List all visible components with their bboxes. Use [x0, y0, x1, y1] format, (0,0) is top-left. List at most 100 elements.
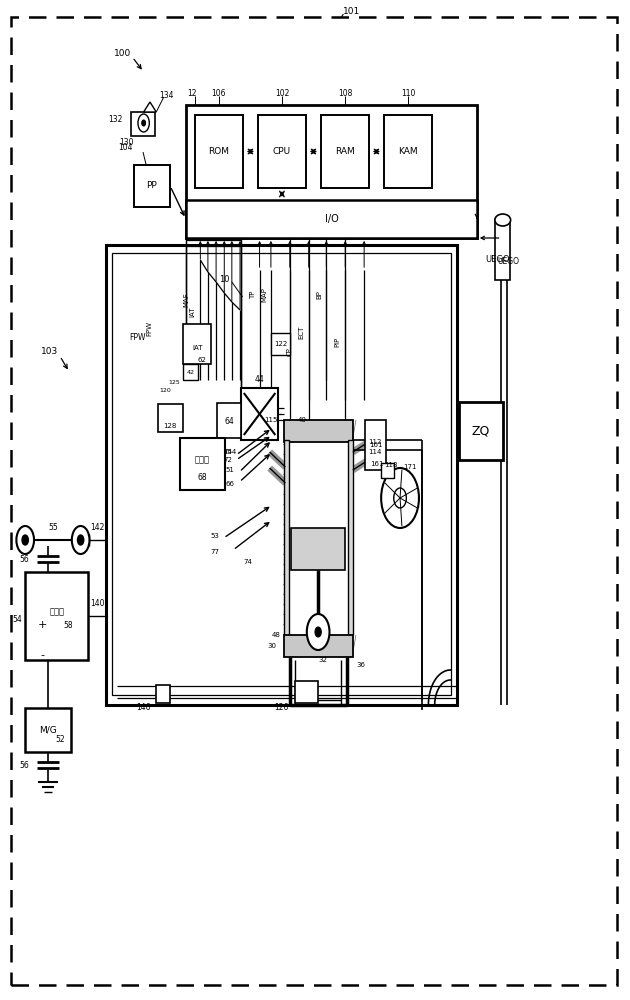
Bar [156, 685, 170, 703]
Text: FPW: FPW [130, 334, 146, 342]
Bar [348, 440, 353, 635]
Text: 110: 110 [401, 89, 415, 98]
Text: 36: 36 [356, 662, 365, 668]
Text: 62: 62 [197, 357, 206, 363]
Circle shape [394, 488, 406, 508]
Text: 32: 32 [318, 657, 327, 663]
Text: 54: 54 [13, 615, 23, 624]
Text: PIP: PIP [334, 337, 340, 347]
Polygon shape [144, 102, 156, 112]
Text: 112: 112 [369, 439, 382, 445]
Text: 104: 104 [118, 142, 132, 151]
Text: 58: 58 [63, 621, 73, 631]
Text: 74: 74 [243, 559, 252, 565]
Text: 115: 115 [264, 417, 277, 423]
Text: I/O: I/O [324, 214, 338, 224]
Bar [384, 115, 432, 188]
Bar [183, 364, 198, 380]
Bar [295, 681, 318, 703]
Text: 108: 108 [338, 89, 352, 98]
Bar [217, 403, 241, 438]
Text: 106: 106 [212, 89, 226, 98]
Text: 103: 103 [41, 348, 58, 357]
Bar [381, 463, 394, 478]
Text: 100: 100 [114, 48, 132, 57]
Text: MAP: MAP [261, 288, 267, 302]
Text: ZQ: ZQ [471, 424, 490, 437]
Text: FPW: FPW [146, 320, 152, 336]
Circle shape [307, 614, 329, 650]
Bar [459, 402, 503, 460]
Text: KAM: KAM [398, 147, 418, 156]
Text: 66: 66 [226, 481, 234, 487]
Text: 122: 122 [273, 341, 287, 347]
Bar [495, 220, 510, 280]
Text: 56: 56 [19, 760, 29, 770]
Text: 102: 102 [275, 89, 289, 98]
Text: 171: 171 [403, 464, 416, 470]
Text: 12: 12 [187, 89, 197, 98]
Text: 53: 53 [210, 533, 219, 539]
Bar [158, 404, 183, 432]
Text: 134: 134 [159, 91, 175, 100]
Text: 130: 130 [119, 138, 134, 147]
Bar [112, 253, 451, 695]
Bar [284, 440, 289, 635]
Text: CPU: CPU [273, 147, 291, 156]
Text: MAF: MAF [183, 293, 189, 307]
Text: 10: 10 [219, 275, 230, 284]
Text: 161: 161 [369, 442, 382, 448]
Bar [186, 200, 477, 238]
Text: 140: 140 [90, 599, 105, 608]
Text: ROM: ROM [209, 147, 229, 156]
Text: 142: 142 [91, 524, 105, 532]
Text: 42: 42 [186, 369, 194, 374]
Text: IAT: IAT [192, 345, 202, 351]
Text: CP: CP [287, 348, 293, 356]
Text: 128: 128 [163, 423, 177, 429]
Bar [25, 572, 88, 660]
Circle shape [142, 120, 146, 126]
Text: ECT: ECT [298, 325, 304, 339]
Text: 52: 52 [55, 736, 66, 744]
Text: 161: 161 [370, 461, 384, 467]
Text: 51: 51 [226, 467, 234, 473]
Text: RAM: RAM [335, 147, 355, 156]
Circle shape [138, 114, 149, 132]
Text: 55: 55 [48, 524, 58, 532]
Text: 114: 114 [369, 449, 382, 455]
Text: 75: 75 [223, 449, 232, 455]
Bar [186, 105, 477, 238]
Text: 40: 40 [298, 417, 307, 423]
Text: 101: 101 [343, 7, 360, 16]
Text: +: + [38, 620, 47, 630]
Bar [321, 115, 369, 188]
Text: 48: 48 [272, 632, 280, 638]
Circle shape [16, 526, 34, 554]
Text: 72: 72 [223, 457, 232, 463]
Bar [134, 165, 170, 207]
Text: BP: BP [316, 291, 323, 299]
Circle shape [77, 535, 84, 545]
Bar [258, 115, 306, 188]
Text: 132: 132 [108, 115, 122, 124]
Bar [284, 635, 353, 657]
Bar [365, 420, 386, 470]
Text: 144: 144 [223, 449, 237, 455]
Bar [131, 112, 155, 136]
Text: 64: 64 [224, 416, 234, 426]
Bar [195, 115, 243, 188]
Text: 56: 56 [19, 554, 29, 564]
Text: UEGO: UEGO [486, 255, 510, 264]
Bar [289, 440, 348, 635]
Text: 126: 126 [274, 704, 289, 712]
Bar [183, 324, 211, 364]
Ellipse shape [495, 214, 510, 226]
Text: 125: 125 [168, 380, 180, 385]
Bar [291, 528, 345, 570]
Bar [271, 333, 290, 355]
Bar [25, 708, 71, 752]
Bar [241, 388, 278, 440]
Text: UEGO: UEGO [498, 257, 520, 266]
Circle shape [72, 526, 89, 554]
